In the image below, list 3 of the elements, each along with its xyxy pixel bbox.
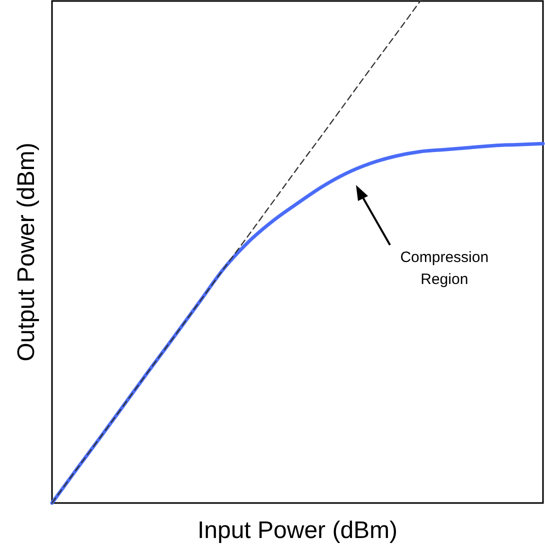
x-axis-title: Input Power (dBm) (197, 517, 398, 544)
annotation: Compression Region (400, 249, 489, 288)
y-axis-title: Output Power (dBm) (13, 142, 40, 362)
